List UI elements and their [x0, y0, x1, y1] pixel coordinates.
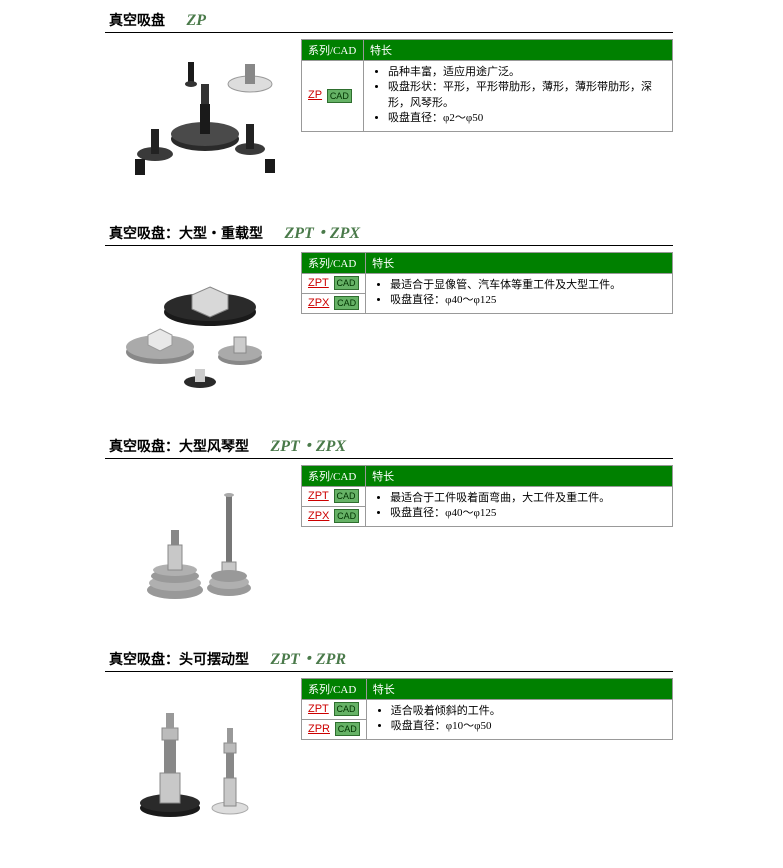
- title-main: 真空吸盘：大型・重载型: [109, 227, 263, 242]
- col-feature: 特长: [366, 679, 672, 700]
- section-title: 真空吸盘：大型风琴型 ZPT・ZPX: [105, 432, 673, 459]
- col-feature: 特长: [364, 40, 673, 61]
- spec-table: 系列/CAD 特长 ZPT CAD 最适合于显像管、汽车体等重工件及大型工件。 …: [301, 252, 673, 314]
- product-section: 真空吸盘 ZP: [0, 10, 783, 189]
- features-cell: 品种丰富，适应用途广泛。 吸盘形状：平形，平形带肋形，薄形，薄形带肋形，深形，风…: [364, 61, 673, 132]
- cad-badge[interactable]: CAD: [335, 722, 360, 736]
- col-series: 系列/CAD: [302, 40, 364, 61]
- series-link[interactable]: ZPT: [308, 277, 329, 289]
- table-row: ZPT CAD 最适合于工件吸着面弯曲，大工件及重工件。 吸盘直径：φ40～φ1…: [302, 487, 673, 507]
- feature-item: 品种丰富，适应用途广泛。: [388, 65, 666, 80]
- title-main: 真空吸盘：头可摆动型: [109, 653, 249, 668]
- product-image: [105, 678, 295, 828]
- feature-item: 适合吸着倾斜的工件。: [391, 704, 666, 719]
- title-code: ZPT・ZPR: [271, 651, 347, 668]
- cad-badge[interactable]: CAD: [334, 296, 359, 310]
- section-title: 真空吸盘：头可摆动型 ZPT・ZPR: [105, 645, 673, 672]
- col-feature: 特长: [366, 253, 673, 274]
- spec-table: 系列/CAD 特长 ZPT CAD 最适合于工件吸着面弯曲，大工件及重工件。 吸…: [301, 465, 673, 527]
- series-link[interactable]: ZP: [308, 89, 322, 101]
- title-code: ZP: [187, 12, 207, 29]
- section-title: 真空吸盘 ZP: [105, 10, 673, 33]
- cad-badge[interactable]: CAD: [334, 702, 359, 716]
- cad-badge[interactable]: CAD: [334, 489, 359, 503]
- section-title: 真空吸盘：大型・重载型 ZPT・ZPX: [105, 219, 673, 246]
- series-link[interactable]: ZPT: [308, 703, 329, 715]
- col-feature: 特长: [366, 466, 673, 487]
- feature-item: 最适合于工件吸着面弯曲，大工件及重工件。: [390, 491, 666, 506]
- feature-item: 吸盘直径：φ2～φ50: [388, 111, 666, 126]
- col-series: 系列/CAD: [302, 679, 367, 700]
- cad-badge[interactable]: CAD: [334, 509, 359, 523]
- product-section: 真空吸盘：大型・重载型 ZPT・ZPX: [0, 219, 783, 402]
- table-row: ZP CAD 品种丰富，适应用途广泛。 吸盘形状：平形，平形带肋形，薄形，薄形带…: [302, 61, 673, 132]
- title-code: ZPT・ZPX: [271, 438, 347, 455]
- col-series: 系列/CAD: [302, 466, 366, 487]
- title-code: ZPT・ZPX: [285, 225, 361, 242]
- product-section: 真空吸盘：头可摆动型 ZPT・ZPR: [0, 645, 783, 828]
- features-cell: 最适合于工件吸着面弯曲，大工件及重工件。 吸盘直径：φ40～φ125: [366, 487, 673, 527]
- series-link[interactable]: ZPX: [308, 510, 329, 522]
- cad-badge[interactable]: CAD: [334, 276, 359, 290]
- cad-badge[interactable]: CAD: [327, 89, 352, 103]
- table-row: ZPT CAD 最适合于显像管、汽车体等重工件及大型工件。 吸盘直径：φ40～φ…: [302, 274, 673, 294]
- title-main: 真空吸盘: [109, 14, 165, 29]
- product-image: [105, 465, 295, 615]
- series-link[interactable]: ZPX: [308, 297, 329, 309]
- product-section: 真空吸盘：大型风琴型 ZPT・ZPX: [0, 432, 783, 615]
- feature-item: 吸盘形状：平形，平形带肋形，薄形，薄形带肋形，深形，风琴形。: [388, 80, 666, 111]
- features-cell: 最适合于显像管、汽车体等重工件及大型工件。 吸盘直径：φ40～φ125: [366, 274, 673, 314]
- spec-table: 系列/CAD 特长 ZP CAD 品种丰富，适应用途广泛。 吸盘形状：平形，平形…: [301, 39, 673, 132]
- title-main: 真空吸盘：大型风琴型: [109, 440, 249, 455]
- col-series: 系列/CAD: [302, 253, 366, 274]
- product-image: [105, 39, 295, 189]
- table-row: ZPT CAD 适合吸着倾斜的工件。 吸盘直径：φ10～φ50: [302, 700, 673, 720]
- series-link[interactable]: ZPR: [308, 723, 330, 735]
- series-link[interactable]: ZPT: [308, 490, 329, 502]
- feature-item: 最适合于显像管、汽车体等重工件及大型工件。: [390, 278, 666, 293]
- feature-item: 吸盘直径：φ40～φ125: [390, 293, 666, 308]
- features-cell: 适合吸着倾斜的工件。 吸盘直径：φ10～φ50: [366, 700, 672, 740]
- feature-item: 吸盘直径：φ40～φ125: [390, 506, 666, 521]
- spec-table: 系列/CAD 特长 ZPT CAD 适合吸着倾斜的工件。 吸盘直径：φ10～φ5…: [301, 678, 673, 740]
- product-image: [105, 252, 295, 402]
- feature-item: 吸盘直径：φ10～φ50: [391, 719, 666, 734]
